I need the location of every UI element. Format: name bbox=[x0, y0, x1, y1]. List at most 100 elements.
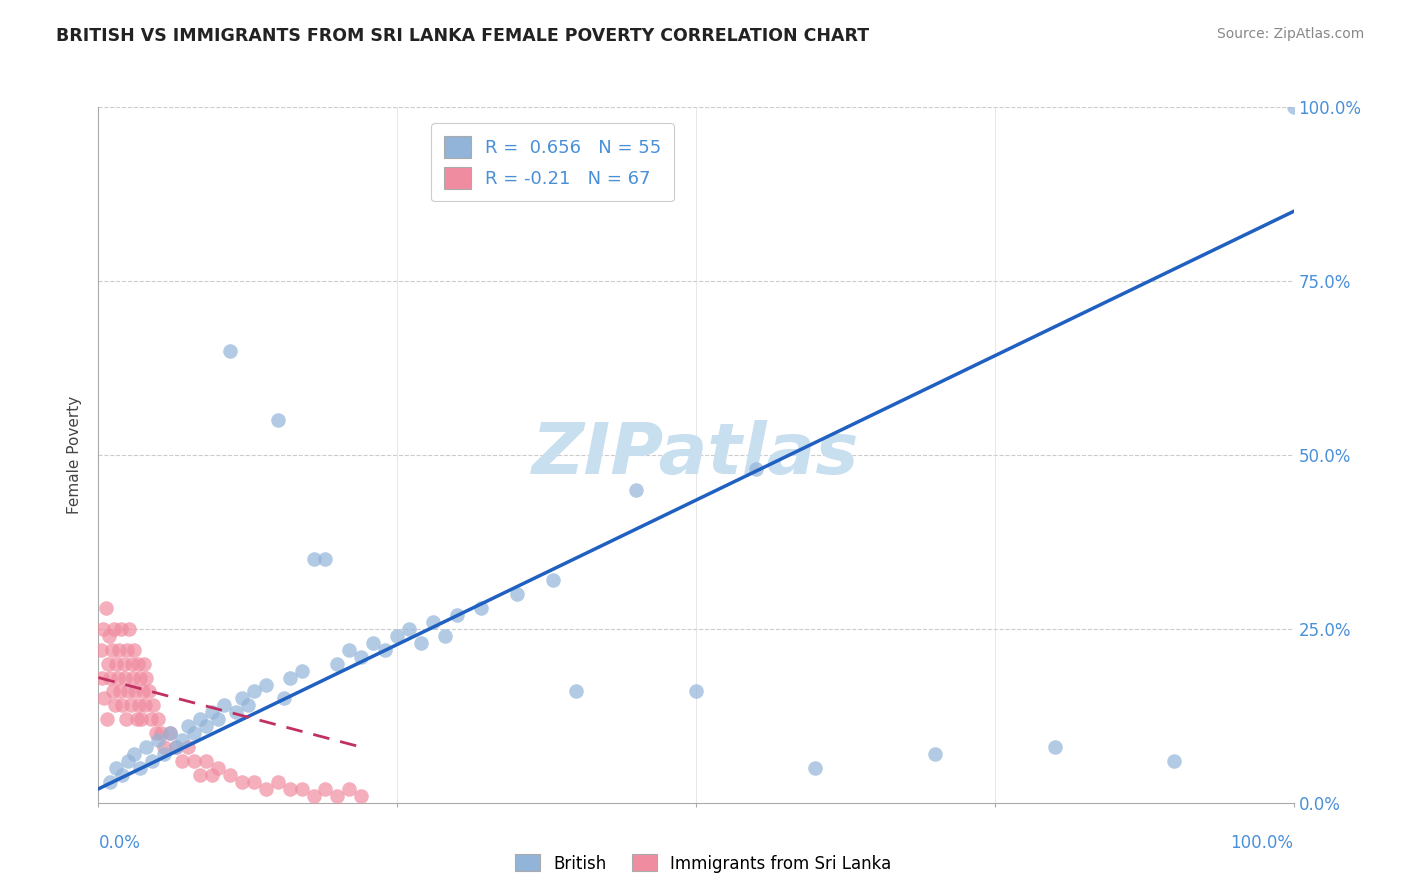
Point bbox=[159, 726, 181, 740]
Point bbox=[96, 712, 118, 726]
Point bbox=[135, 740, 157, 755]
Point bbox=[105, 657, 128, 671]
Point bbox=[188, 712, 211, 726]
Point bbox=[110, 622, 132, 636]
Point bbox=[120, 698, 142, 713]
Point bbox=[91, 622, 114, 636]
Point bbox=[411, 636, 433, 650]
Point bbox=[201, 706, 224, 720]
Point bbox=[231, 691, 253, 706]
Point bbox=[97, 657, 120, 671]
Point bbox=[115, 642, 138, 657]
Point bbox=[207, 712, 229, 726]
Point bbox=[145, 726, 167, 740]
Point bbox=[183, 754, 205, 768]
Point bbox=[315, 552, 337, 566]
Point bbox=[183, 726, 205, 740]
Point bbox=[506, 587, 529, 601]
Point bbox=[326, 789, 349, 803]
Text: Source: ZipAtlas.com: Source: ZipAtlas.com bbox=[1216, 27, 1364, 41]
Point bbox=[153, 747, 176, 761]
Point bbox=[142, 698, 165, 713]
Point bbox=[219, 768, 242, 782]
Point bbox=[128, 698, 150, 713]
Point bbox=[1282, 100, 1305, 114]
Point bbox=[177, 719, 200, 733]
Point bbox=[98, 775, 122, 789]
Point bbox=[124, 747, 146, 761]
Point bbox=[172, 754, 194, 768]
Point bbox=[107, 642, 129, 657]
Point bbox=[104, 698, 127, 713]
Point bbox=[149, 726, 172, 740]
Point bbox=[565, 684, 588, 698]
Point bbox=[165, 740, 187, 755]
Point bbox=[111, 698, 134, 713]
Point bbox=[103, 622, 125, 636]
Point bbox=[91, 671, 114, 685]
Point bbox=[107, 671, 129, 685]
Point bbox=[1043, 740, 1066, 755]
Point bbox=[231, 775, 253, 789]
Point bbox=[131, 712, 153, 726]
Point bbox=[273, 691, 295, 706]
Point bbox=[433, 629, 456, 643]
Point bbox=[225, 706, 247, 720]
Point bbox=[117, 754, 139, 768]
Point bbox=[131, 684, 153, 698]
Point bbox=[363, 636, 385, 650]
Point bbox=[201, 768, 224, 782]
Point bbox=[98, 671, 122, 685]
Point bbox=[121, 657, 143, 671]
Point bbox=[148, 733, 170, 747]
Point bbox=[1163, 754, 1185, 768]
Point bbox=[105, 761, 128, 775]
Point bbox=[470, 601, 492, 615]
Point bbox=[94, 601, 117, 615]
Point bbox=[385, 629, 409, 643]
Point bbox=[177, 740, 200, 755]
Point bbox=[132, 657, 155, 671]
Point bbox=[541, 573, 564, 587]
Point bbox=[153, 740, 176, 755]
Point bbox=[148, 712, 170, 726]
Point bbox=[278, 781, 301, 796]
Point bbox=[212, 698, 235, 713]
Point bbox=[290, 781, 312, 796]
Text: BRITISH VS IMMIGRANTS FROM SRI LANKA FEMALE POVERTY CORRELATION CHART: BRITISH VS IMMIGRANTS FROM SRI LANKA FEM… bbox=[56, 27, 869, 45]
Point bbox=[350, 649, 373, 664]
Point bbox=[446, 607, 468, 622]
Point bbox=[117, 684, 139, 698]
Point bbox=[339, 781, 360, 796]
Point bbox=[122, 671, 145, 685]
Point bbox=[127, 657, 149, 671]
Point bbox=[267, 775, 290, 789]
Point bbox=[207, 761, 229, 775]
Point bbox=[302, 789, 325, 803]
Point bbox=[134, 698, 156, 713]
Point bbox=[100, 642, 122, 657]
Text: 0.0%: 0.0% bbox=[98, 834, 141, 852]
Point bbox=[124, 684, 146, 698]
Legend: R =  0.656   N = 55, R = -0.21   N = 67: R = 0.656 N = 55, R = -0.21 N = 67 bbox=[432, 123, 673, 202]
Point bbox=[745, 462, 768, 476]
Point bbox=[290, 664, 312, 678]
Point bbox=[254, 677, 277, 691]
Point bbox=[98, 629, 121, 643]
Point bbox=[350, 789, 373, 803]
Point bbox=[194, 719, 218, 733]
Point bbox=[129, 761, 152, 775]
Point bbox=[159, 726, 181, 740]
Point bbox=[267, 413, 290, 427]
Point bbox=[194, 754, 218, 768]
Point bbox=[188, 768, 211, 782]
Point bbox=[254, 781, 277, 796]
Text: 100.0%: 100.0% bbox=[1230, 834, 1294, 852]
Point bbox=[111, 768, 134, 782]
Point bbox=[236, 698, 259, 713]
Point bbox=[804, 761, 827, 775]
Point bbox=[243, 684, 266, 698]
Point bbox=[139, 712, 162, 726]
Point bbox=[129, 671, 152, 685]
Point bbox=[398, 622, 420, 636]
